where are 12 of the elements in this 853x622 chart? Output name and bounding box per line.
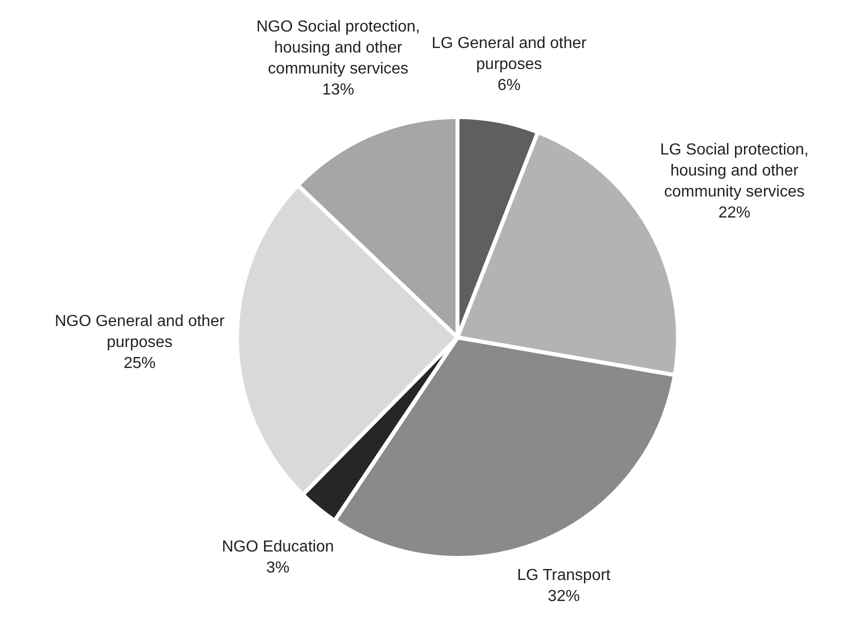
data-label: 6% bbox=[497, 76, 521, 94]
slice-label: NGO Social protection, housing and other community services bbox=[256, 18, 420, 78]
slice-label: LG General and other purposes bbox=[432, 34, 588, 73]
slice-label: LG Transport bbox=[517, 566, 612, 584]
slice-label: NGO General and other purposes bbox=[54, 312, 226, 351]
data-label: 25% bbox=[124, 354, 156, 372]
data-label: 22% bbox=[718, 204, 750, 222]
data-label: 32% bbox=[548, 588, 580, 605]
slice-label: NGO Education bbox=[222, 538, 334, 556]
slice-label: LG Social protection, housing and other community services bbox=[660, 141, 809, 200]
data-label: 13% bbox=[322, 82, 354, 99]
data-label: 3% bbox=[266, 560, 290, 577]
